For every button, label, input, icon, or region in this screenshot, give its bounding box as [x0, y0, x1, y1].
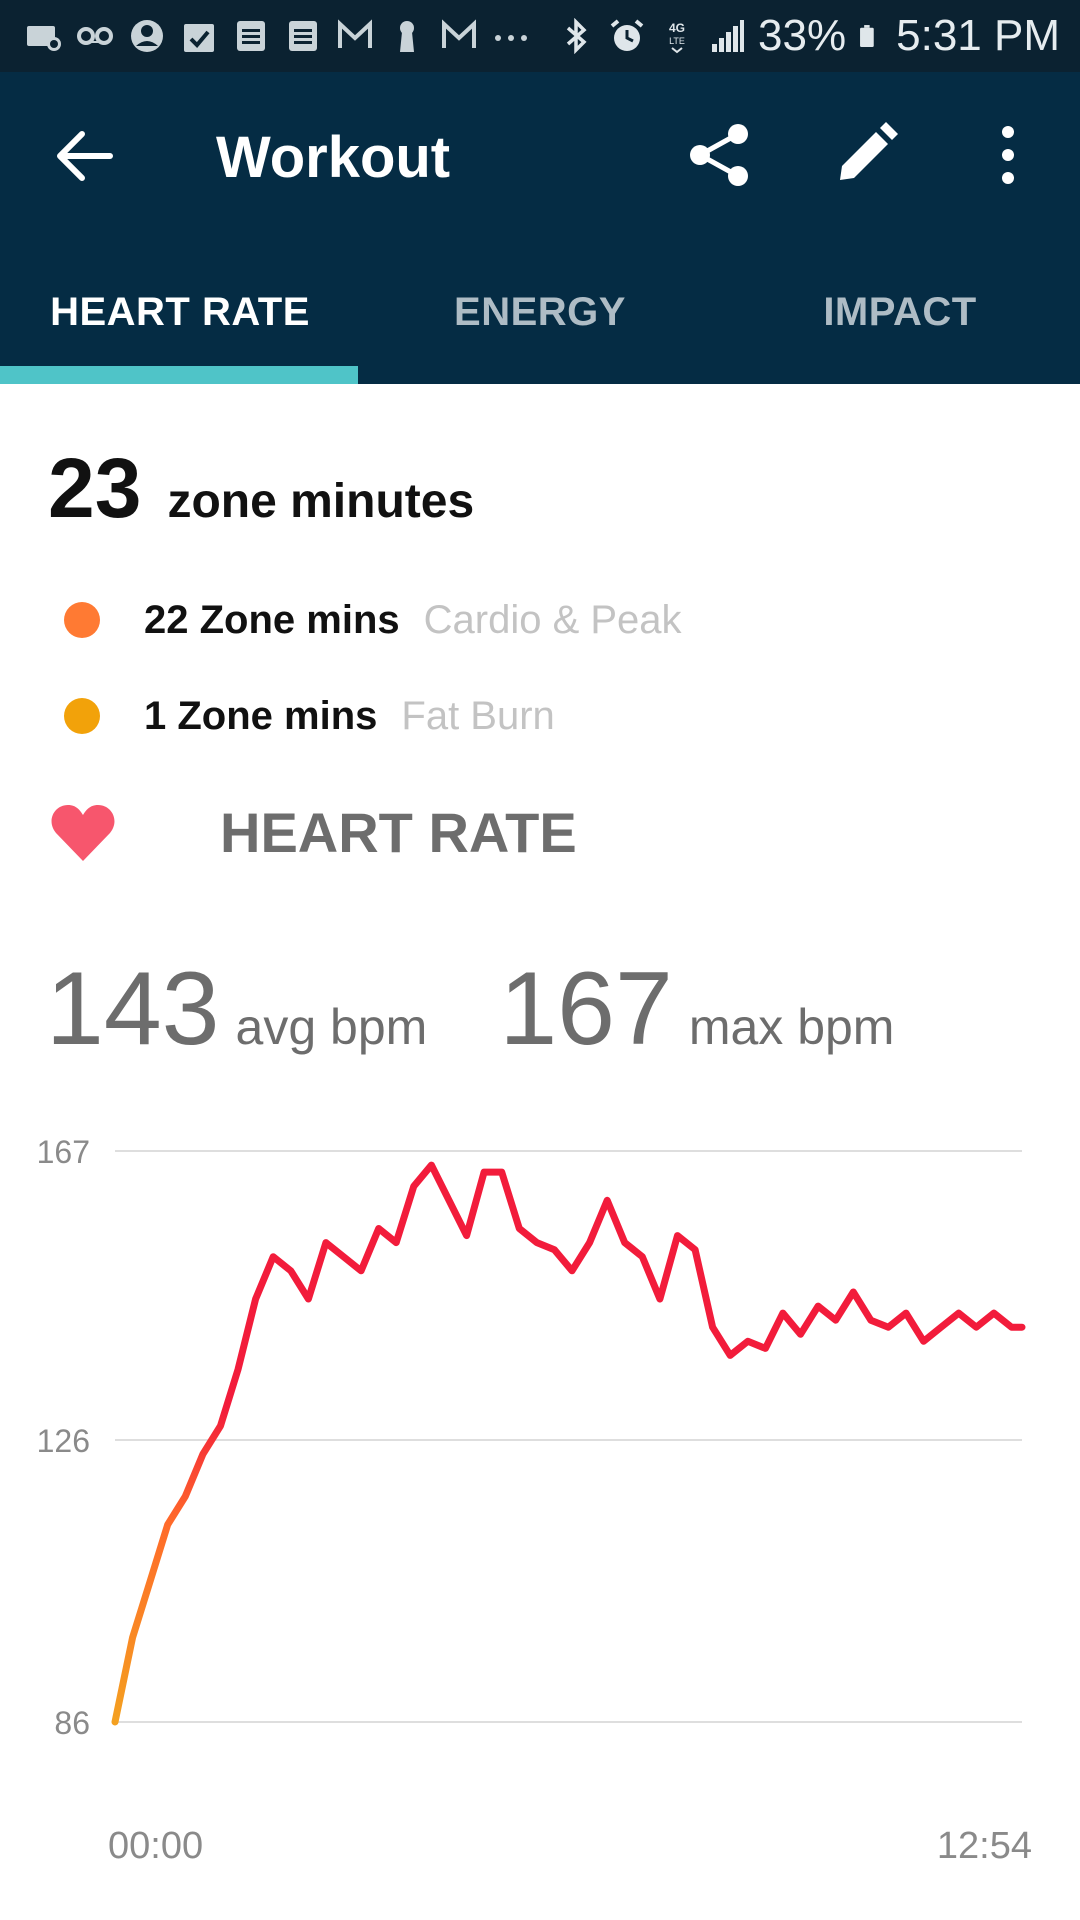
back-arrow-icon[interactable]	[50, 122, 118, 190]
svg-text:4G: 4G	[669, 21, 685, 35]
app-bar: Workout	[0, 72, 1080, 240]
edit-icon[interactable]	[832, 122, 898, 188]
zone-minutes-total: 23 zone minutes	[48, 440, 474, 537]
status-bar: 4G LTE 33% 5:31 PM	[0, 0, 1080, 72]
tab-indicator	[0, 366, 358, 384]
tab-bar: HEART RATE ENERGY IMPACT	[0, 240, 1080, 384]
system-icons: 4G LTE 33% 5:31 PM	[558, 10, 1060, 62]
zone-dot-cardio-peak	[64, 602, 100, 638]
account-icon	[131, 20, 163, 52]
zone-row-fat-burn: 1 Zone mins Fat Burn	[64, 686, 555, 746]
tab-heart-rate[interactable]: HEART RATE	[50, 289, 310, 334]
heart-rate-series-line	[111, 1161, 1026, 1726]
zone-value: 22 Zone mins	[144, 597, 400, 642]
zone-dot-fat-burn	[64, 698, 100, 734]
heart-rate-section-label: HEART RATE	[220, 801, 577, 864]
x-tick-label-end: 12:54	[937, 1825, 1032, 1867]
zone-name: Cardio & Peak	[423, 597, 682, 642]
tab-impact[interactable]: IMPACT	[823, 289, 977, 334]
bluetooth-icon	[566, 18, 587, 54]
y-tick-label: 126	[37, 1423, 90, 1459]
y-tick-label: 86	[54, 1705, 90, 1741]
avg-bpm-unit: avg bpm	[235, 999, 428, 1055]
notification-icons	[24, 16, 530, 56]
more-vert-icon[interactable]	[986, 122, 1030, 188]
calendar-check-icon	[184, 24, 214, 52]
zone-value: 1 Zone mins	[144, 693, 378, 738]
heart-rate-chart: 167 126 86 00:00 12:54	[37, 1134, 1032, 1867]
zone-name: Fat Burn	[401, 693, 555, 738]
y-tick-label: 167	[37, 1134, 90, 1170]
alarm-icon	[610, 19, 644, 51]
clock: 5:31 PM	[896, 11, 1060, 60]
zone-row-cardio-peak: 22 Zone mins Cardio & Peak	[64, 590, 682, 650]
gmail-icon	[442, 19, 476, 48]
max-bpm-value: 167	[499, 951, 673, 1067]
zone-minutes-label: zone minutes	[167, 475, 475, 528]
heart-rate-section-header: HEART RATE	[50, 800, 577, 865]
heart-rate-stats: 143 avg bpm 167 max bpm	[46, 950, 894, 1069]
heart-icon	[51, 804, 115, 861]
max-bpm-unit: max bpm	[688, 999, 895, 1055]
keyhole-icon	[400, 21, 414, 52]
page-title: Workout	[216, 125, 451, 190]
gmail-icon	[338, 19, 372, 48]
note-icon	[237, 21, 265, 51]
signal-off-icon	[27, 26, 61, 51]
signal-icon	[712, 20, 745, 52]
note-icon	[289, 21, 317, 51]
battery-icon	[860, 25, 874, 47]
more-dots-icon	[495, 35, 527, 41]
x-tick-label-start: 00:00	[108, 1825, 203, 1867]
voicemail-icon	[77, 27, 113, 45]
svg-text:LTE: LTE	[669, 36, 685, 46]
battery-percent: 33%	[758, 11, 847, 60]
zone-minutes-value: 23	[48, 441, 142, 535]
avg-bpm-value: 143	[46, 951, 220, 1067]
share-icon[interactable]	[686, 122, 752, 188]
tab-energy[interactable]: ENERGY	[454, 289, 626, 334]
